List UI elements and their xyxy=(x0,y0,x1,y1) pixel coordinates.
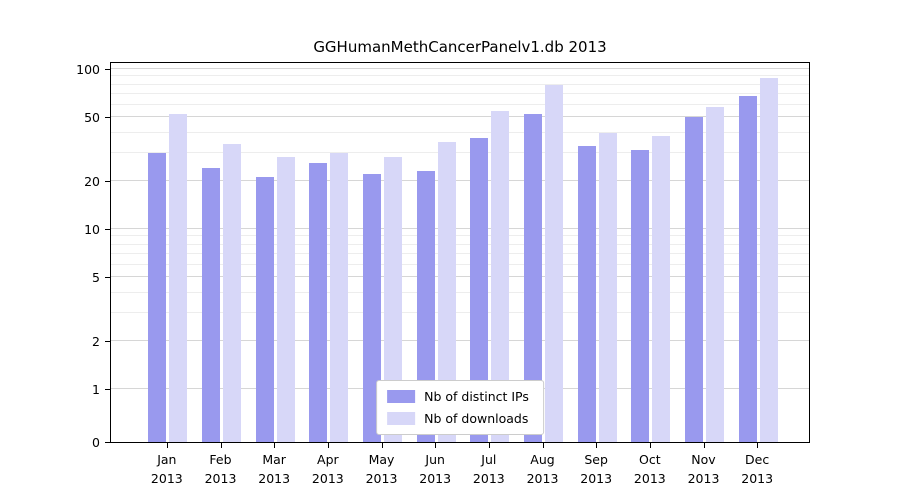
bar-distinct-ips-apr xyxy=(309,162,328,442)
bar-downloads-jan xyxy=(169,114,188,442)
x-tick-label-aug: Aug 2013 xyxy=(526,452,559,486)
x-tick-mark xyxy=(596,443,598,448)
x-tick-mark xyxy=(488,443,490,448)
legend-swatch-distinct-ips xyxy=(387,390,416,403)
bar-distinct-ips-jan xyxy=(148,152,167,442)
bar-downloads-jun xyxy=(437,141,456,442)
x-tick-mark xyxy=(274,443,276,448)
x-tick-mark xyxy=(649,443,651,448)
bar-downloads-oct xyxy=(652,136,671,442)
x-tick-label-feb: Feb 2013 xyxy=(204,452,237,486)
gridline-minor xyxy=(111,83,809,85)
y-tick-label: 20 xyxy=(84,173,100,189)
gridline-minor xyxy=(111,243,809,245)
x-tick-mark xyxy=(166,443,168,448)
bar-downloads-sep xyxy=(598,132,617,442)
bar-downloads-aug xyxy=(545,84,563,442)
y-tick-mark xyxy=(105,277,110,279)
legend-label-distinct-ips: Nb of distinct IPs xyxy=(424,389,529,404)
x-tick-mark xyxy=(703,443,705,448)
x-tick-label-nov: Nov 2013 xyxy=(687,452,720,486)
bar-distinct-ips-nov xyxy=(685,117,703,442)
bar-downloads-may xyxy=(384,157,402,442)
bar-distinct-ips-feb xyxy=(202,168,220,442)
x-tick-mark xyxy=(381,443,383,448)
y-tick-mark xyxy=(105,340,110,342)
y-tick-mark xyxy=(105,229,110,230)
gridline-minor xyxy=(111,263,809,265)
x-tick-mark xyxy=(542,443,544,448)
x-tick-label-oct: Oct 2013 xyxy=(633,452,666,486)
y-tick-label: 5 xyxy=(92,270,100,286)
gridline-major xyxy=(111,68,809,69)
gridline-major xyxy=(111,116,809,118)
bar-downloads-dec xyxy=(759,77,778,442)
y-tick-mark xyxy=(105,180,110,182)
y-tick-label: 50 xyxy=(84,110,100,126)
bar-distinct-ips-jul xyxy=(470,138,489,442)
y-tick-label: 1 xyxy=(92,382,100,397)
gridline-minor xyxy=(111,291,809,293)
bar-downloads-feb xyxy=(223,143,241,442)
gridline-minor xyxy=(111,235,809,237)
y-tick-label: 2 xyxy=(92,333,100,349)
plot-area: Nb of distinct IPs Nb of downloads xyxy=(110,62,810,443)
bar-distinct-ips-jun xyxy=(416,171,435,442)
x-tick-label-jul: Jul 2013 xyxy=(472,452,505,486)
bar-downloads-mar xyxy=(276,157,295,442)
x-tick-label-may: May 2013 xyxy=(365,452,398,486)
legend-swatch-downloads xyxy=(387,412,416,425)
y-tick-label: 100 xyxy=(76,62,100,77)
gridline-minor xyxy=(111,103,809,105)
y-tick-mark xyxy=(105,389,110,390)
chart-title: GGHumanMethCancerPanelv1.db 2013 xyxy=(313,38,607,56)
gridline-major xyxy=(111,179,809,181)
legend: Nb of distinct IPs Nb of downloads xyxy=(376,380,544,435)
gridline-minor xyxy=(111,311,809,313)
gridline-minor xyxy=(111,131,809,133)
gridline-major xyxy=(111,276,809,278)
gridline-minor xyxy=(111,151,809,153)
bar-downloads-nov xyxy=(706,106,724,442)
legend-label-downloads: Nb of downloads xyxy=(424,411,529,426)
bar-distinct-ips-mar xyxy=(255,177,274,442)
x-tick-label-sep: Sep 2013 xyxy=(580,452,613,486)
legend-entry-downloads: Nb of downloads xyxy=(387,411,529,426)
y-tick-label: 0 xyxy=(92,435,100,450)
x-tick-label-apr: Apr 2013 xyxy=(311,452,344,486)
x-tick-label-jun: Jun 2013 xyxy=(419,452,452,486)
y-tick-mark xyxy=(105,69,110,70)
y-tick-mark xyxy=(105,442,110,443)
x-tick-mark xyxy=(757,443,759,448)
bar-downloads-apr xyxy=(330,152,349,442)
x-tick-mark xyxy=(435,443,437,448)
x-tick-mark xyxy=(220,443,222,448)
y-tick-label: 10 xyxy=(84,222,100,237)
bar-downloads-jul xyxy=(491,110,510,442)
x-tick-label-jan: Jan 2013 xyxy=(150,452,183,486)
gridline-minor xyxy=(111,92,809,94)
gridline-major xyxy=(111,339,809,341)
x-tick-label-mar: Mar 2013 xyxy=(258,452,291,486)
x-tick-mark xyxy=(327,443,329,448)
gridline-minor xyxy=(111,252,809,254)
bar-distinct-ips-aug xyxy=(524,114,542,442)
legend-entry-distinct-ips: Nb of distinct IPs xyxy=(387,389,529,404)
bar-distinct-ips-dec xyxy=(738,95,757,442)
gridline-major xyxy=(111,228,809,229)
bar-distinct-ips-oct xyxy=(631,150,650,442)
y-tick-mark xyxy=(105,117,110,119)
bar-distinct-ips-sep xyxy=(577,146,596,442)
x-tick-label-dec: Dec 2013 xyxy=(741,452,774,486)
gridline-minor xyxy=(111,75,809,77)
bar-distinct-ips-may xyxy=(363,174,381,442)
